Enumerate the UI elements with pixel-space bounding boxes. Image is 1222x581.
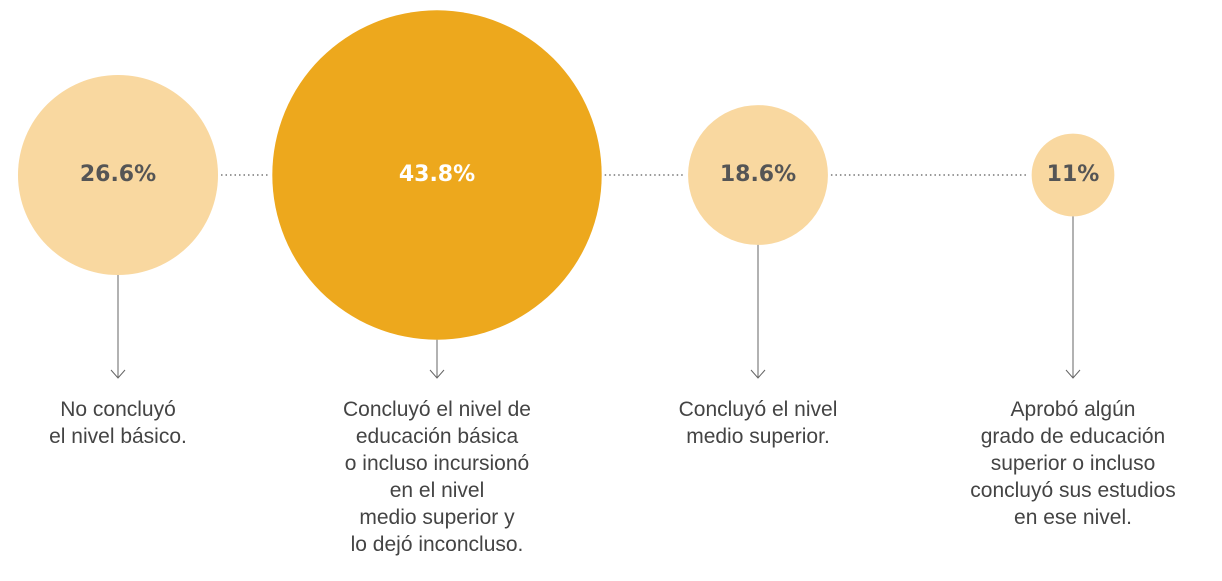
category-label: Concluyó el nivel de educación básica o … [343,398,531,556]
bubble [688,105,828,245]
arrow-head [110,369,126,379]
bubble [17,74,219,276]
category-label: Aprobó algún grado de educación superior… [970,398,1176,529]
arrow-head [429,369,445,379]
value-label: 43.8% [399,162,475,187]
arrow-head [750,369,766,379]
arrow-head [1065,369,1081,379]
value-label: 18.6% [720,162,796,187]
bubble [1031,133,1115,217]
category-label: Concluyó el nivel medio superior. [678,398,838,448]
value-label: 11% [1047,162,1100,187]
value-label: 26.6% [80,162,156,187]
bubble [272,10,602,340]
category-label: No concluyó el nivel básico. [49,398,187,448]
